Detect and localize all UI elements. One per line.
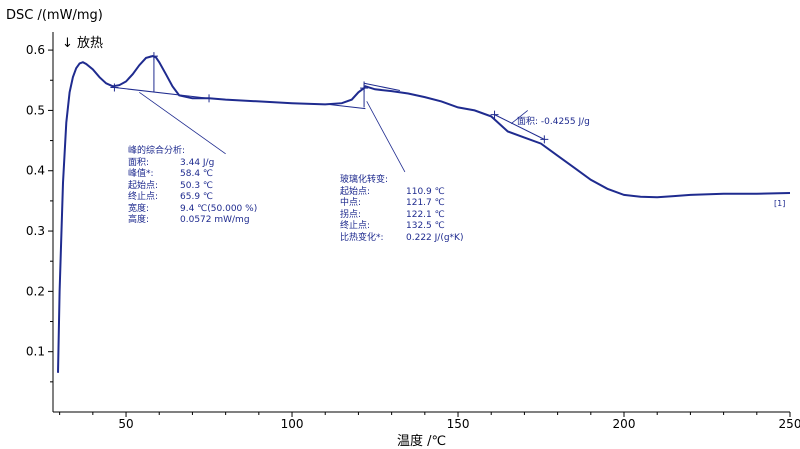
gt-row: 中点: 121.7 ℃	[340, 198, 445, 208]
gt-end-tangent	[363, 82, 401, 91]
peak-row: 高度: 0.0572 mW/mg	[128, 215, 250, 225]
y-tick-label: 0.6	[26, 43, 45, 57]
series-marker-label: [1]	[774, 199, 786, 208]
x-tick-label: 150	[447, 417, 470, 431]
y-tick-label: 0.5	[26, 103, 45, 117]
tick-marks: 0.1 0.2 0.3 0.4 0.5 0.6 50 100 150 200 250	[26, 43, 800, 431]
gt-row: 比热变化*: 0.222 J/(g*K)	[340, 232, 464, 243]
area-baseline	[494, 114, 545, 140]
plot-area	[57, 52, 791, 373]
y-tick-label: 0.2	[26, 284, 45, 298]
exo-direction-label: ↓ 放热	[62, 36, 104, 51]
peak-row: 终止点: 65.9 ℃	[128, 192, 214, 202]
x-tick-label: 200	[613, 417, 636, 431]
gt-row: 起始点: 110.9 ℃	[340, 186, 445, 197]
peak-analysis-panel: 峰的综合分析: 面积: 3.44 J/g 峰值*: 58.4 ℃ 起始点: 50.3 …	[128, 146, 257, 227]
x-tick-label: 100	[281, 417, 304, 431]
area-annotation: 面积: -0.4255 J/g	[517, 117, 590, 127]
peak-analysis-title: 峰的综合分析:	[128, 146, 186, 156]
gt-leader-line	[366, 101, 406, 173]
y-axis-title: DSC /(mW/mg)	[6, 8, 103, 23]
glass-transition-title: 玻璃化转变:	[340, 175, 389, 185]
y-tick-label: 0.3	[26, 224, 45, 238]
x-tick-label: 250	[779, 417, 800, 431]
gt-row: 终止点: 132.5 ℃	[340, 221, 445, 231]
peak-row: 宽度: 9.4 ℃(50.000 %)	[128, 203, 258, 214]
peak-row: 面积: 3.44 J/g	[128, 157, 215, 168]
area-leader-line	[510, 110, 528, 124]
axes	[52, 32, 790, 413]
gt-onset-tangent	[328, 103, 366, 110]
x-tick-label: 50	[118, 417, 133, 431]
x-axis-title: 温度 /℃	[397, 434, 447, 449]
peak-row: 峰值*: 58.4 ℃	[128, 169, 214, 179]
gt-row: 拐点: 122.1 ℃	[340, 209, 445, 220]
y-tick-label: 0.4	[26, 164, 45, 178]
dsc-curve	[57, 55, 791, 373]
peak-baseline	[114, 86, 210, 99]
y-tick-label: 0.1	[26, 345, 45, 359]
peak-row: 起始点: 50.3 ℃	[128, 180, 214, 191]
glass-transition-panel: 玻璃化转变: 起始点: 110.9 ℃ 中点: 121.7 ℃ 拐点: 122.1 ℃…	[340, 175, 463, 244]
peak-leader-line	[139, 91, 226, 155]
